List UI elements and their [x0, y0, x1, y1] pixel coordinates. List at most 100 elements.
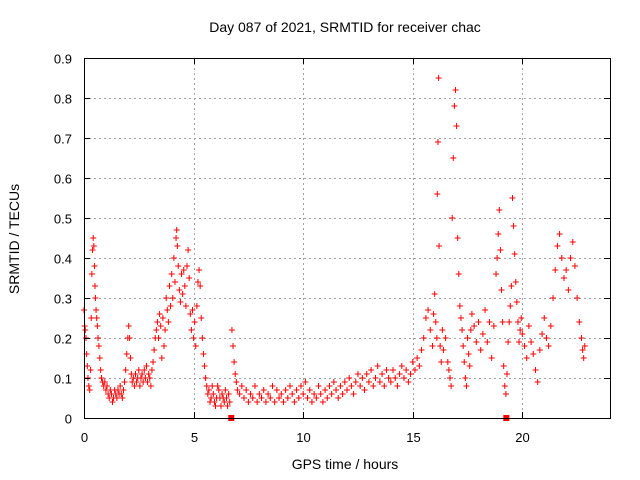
- data-point: [143, 363, 150, 369]
- data-point: [165, 319, 172, 325]
- data-point: [163, 295, 170, 301]
- data-point: [569, 239, 576, 245]
- data-point: [88, 271, 95, 277]
- data-point: [484, 339, 491, 345]
- data-point: [260, 387, 267, 393]
- data-point: [432, 319, 439, 325]
- data-point: [536, 347, 543, 353]
- data-point: [121, 379, 128, 385]
- data-point: [363, 371, 370, 377]
- data-point: [225, 391, 232, 397]
- data-point: [86, 387, 93, 393]
- data-point: [282, 387, 289, 393]
- data-point: [499, 319, 506, 325]
- data-point: [269, 383, 276, 389]
- data-point: [464, 335, 471, 341]
- data-point: [146, 375, 153, 381]
- data-point: [390, 367, 397, 373]
- data-point: [500, 363, 507, 369]
- data-point: [511, 251, 518, 257]
- data-point: [191, 319, 198, 325]
- data-point: [189, 307, 196, 313]
- data-point: [328, 391, 335, 397]
- data-point: [185, 247, 192, 253]
- data-point: [579, 347, 586, 353]
- data-point: [90, 235, 97, 241]
- data-point: [434, 139, 441, 145]
- data-point: [574, 295, 581, 301]
- data-point: [435, 75, 442, 81]
- data-point: [175, 263, 182, 269]
- data-point: [133, 379, 140, 385]
- data-point: [497, 247, 504, 253]
- data-point: [179, 291, 186, 297]
- data-point: [171, 279, 178, 285]
- x-tick-label: 10: [296, 430, 310, 445]
- data-point: [466, 363, 473, 369]
- data-point: [204, 391, 211, 397]
- data-point: [473, 339, 480, 345]
- data-point: [155, 335, 162, 341]
- data-point: [416, 363, 423, 369]
- data-point: [341, 379, 348, 385]
- data-point: [438, 359, 445, 365]
- data-point: [205, 387, 212, 393]
- data-point: [97, 367, 104, 373]
- data-point: [258, 395, 265, 401]
- data-point: [231, 359, 238, 365]
- data-point: [571, 263, 578, 269]
- data-point: [509, 195, 516, 201]
- y-tick-label: 0.9: [54, 52, 72, 67]
- data-point: [394, 383, 401, 389]
- data-point: [190, 335, 197, 341]
- data-point: [365, 379, 372, 385]
- data-point: [308, 399, 315, 405]
- data-point: [126, 335, 133, 341]
- data-point: [127, 355, 134, 361]
- data-point: [440, 347, 447, 353]
- data-point: [114, 387, 121, 393]
- data-point: [517, 327, 524, 333]
- data-point: [119, 395, 126, 401]
- data-point: [177, 299, 184, 305]
- data-point: [91, 283, 98, 289]
- data-point: [148, 367, 155, 373]
- data-point: [113, 395, 120, 401]
- data-point: [442, 335, 449, 341]
- y-tick-label: 0.4: [54, 252, 72, 267]
- data-point: [230, 343, 237, 349]
- data-point: [153, 327, 160, 333]
- data-point: [348, 383, 355, 389]
- data-point: [521, 343, 528, 349]
- data-point: [513, 299, 520, 305]
- data-point: [488, 355, 495, 361]
- data-point: [465, 351, 472, 357]
- data-point: [510, 223, 517, 229]
- data-point: [445, 367, 452, 373]
- data-point: [433, 335, 440, 341]
- data-point: [291, 399, 298, 405]
- data-point: [284, 395, 291, 401]
- data-point: [273, 387, 280, 393]
- data-point: [461, 359, 468, 365]
- data-point: [156, 311, 163, 317]
- data-point: [411, 367, 418, 373]
- data-point: [93, 315, 100, 321]
- data-point: [209, 383, 216, 389]
- data-point: [306, 387, 313, 393]
- data-point: [297, 383, 304, 389]
- data-point: [457, 315, 464, 321]
- x-tick-label: 15: [406, 430, 420, 445]
- data-point: [236, 391, 243, 397]
- data-point: [187, 311, 194, 317]
- data-point: [486, 319, 493, 325]
- data-point: [552, 267, 559, 273]
- data-point: [567, 255, 574, 261]
- data-point: [245, 399, 252, 405]
- data-point: [198, 315, 205, 321]
- chart-title: Day 087 of 2021, SRMTID for receiver cha…: [209, 19, 481, 35]
- data-point: [578, 335, 585, 341]
- data-point: [219, 391, 226, 397]
- data-point: [174, 243, 181, 249]
- gridlines: [84, 58, 610, 418]
